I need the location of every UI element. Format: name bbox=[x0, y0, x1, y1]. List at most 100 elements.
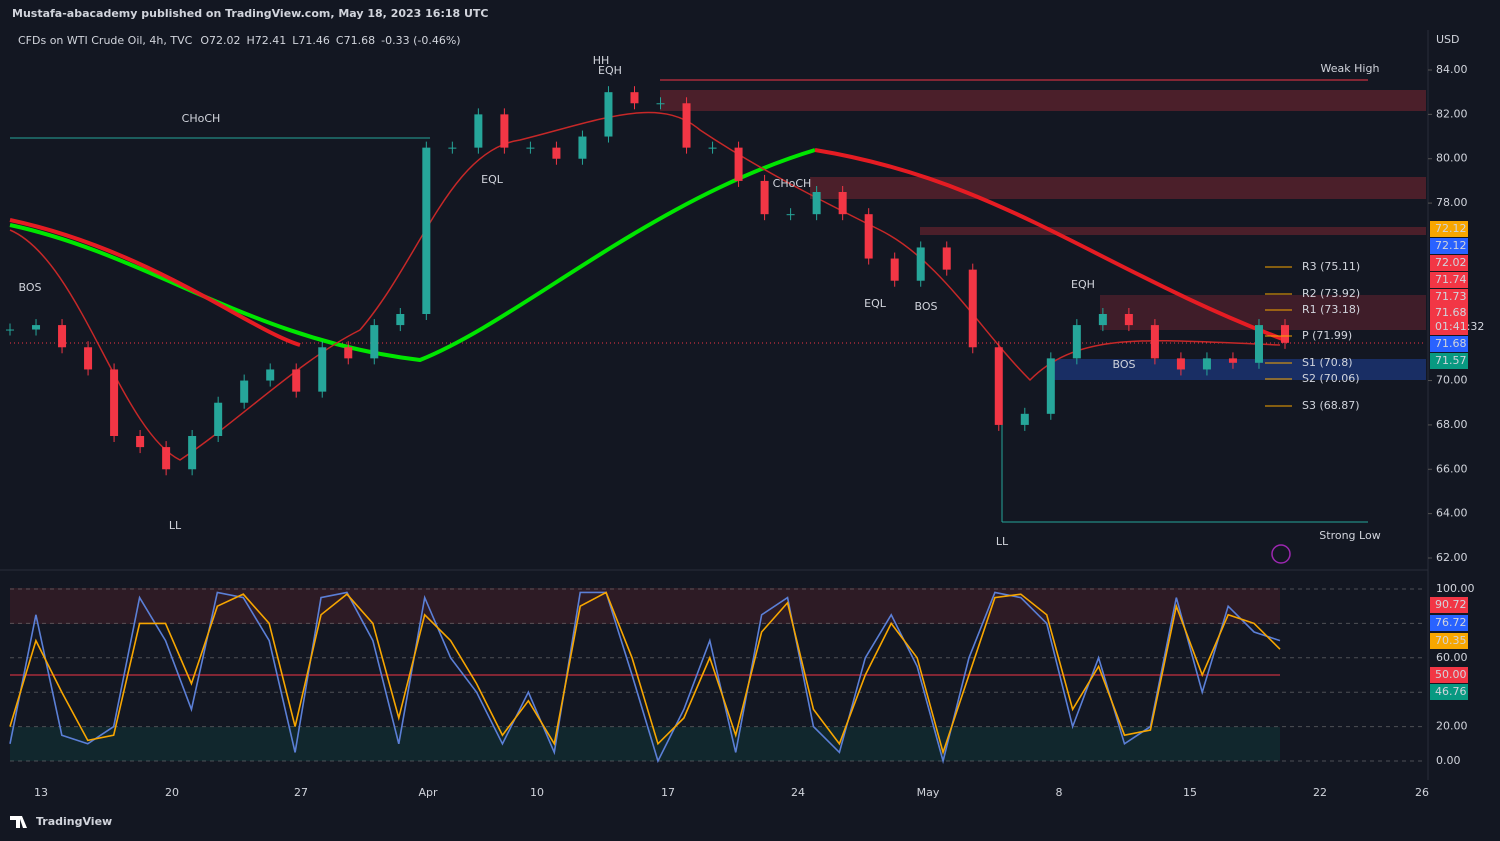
ohlc-label: L bbox=[292, 34, 299, 47]
change: -0.33 (-0.46%) bbox=[381, 34, 460, 47]
pivot-label: P (71.99) bbox=[1302, 329, 1352, 342]
price-badge-label: 72.12 bbox=[1435, 222, 1467, 235]
annotation: LL bbox=[169, 519, 182, 532]
price-badge bbox=[1430, 305, 1468, 321]
candle bbox=[162, 447, 171, 470]
x-tick-label: 8 bbox=[1056, 786, 1063, 799]
osc-badge-label: 76.72 bbox=[1435, 616, 1467, 629]
candle bbox=[708, 147, 717, 149]
candle bbox=[1098, 314, 1107, 326]
x-tick-label: 15 bbox=[1183, 786, 1197, 799]
ma-200 bbox=[9, 148, 1286, 347]
pivot-label: R3 (75.11) bbox=[1302, 260, 1360, 273]
candle bbox=[266, 369, 275, 381]
annotation: BOS bbox=[915, 300, 938, 313]
candle bbox=[110, 369, 119, 436]
overbought-zone bbox=[10, 588, 1280, 624]
annotation: EQL bbox=[481, 173, 504, 186]
y-tick-label: 70.00 bbox=[1436, 374, 1468, 387]
price-badge bbox=[1430, 319, 1468, 335]
y-tick-label: 68.00 bbox=[1436, 418, 1468, 431]
x-tick-label: 20 bbox=[165, 786, 179, 799]
supply-zone bbox=[920, 227, 1426, 235]
price-badge bbox=[1430, 336, 1468, 352]
x-tick-label: May bbox=[917, 786, 940, 799]
y-tick-label: 60.00 bbox=[1436, 651, 1468, 664]
candle bbox=[396, 314, 405, 326]
price-badge bbox=[1430, 238, 1468, 254]
annotation: Weak High bbox=[1321, 62, 1380, 75]
y-tick-label: 84.00 bbox=[1436, 63, 1468, 76]
x-tick-label: 26 bbox=[1415, 786, 1429, 799]
annotation: LL bbox=[996, 535, 1009, 548]
x-tick-label: 27 bbox=[294, 786, 308, 799]
pivot-label: R1 (73.18) bbox=[1302, 303, 1360, 316]
candle bbox=[500, 114, 509, 148]
price-badge bbox=[1430, 289, 1468, 305]
candle bbox=[916, 247, 925, 281]
pivot-label: S3 (68.87) bbox=[1302, 399, 1360, 412]
x-tick-label: 10 bbox=[530, 786, 544, 799]
candle bbox=[1072, 325, 1081, 359]
price-badge-label: 71.68 bbox=[1435, 306, 1467, 319]
candle bbox=[6, 329, 14, 331]
annotation: BOS bbox=[1113, 358, 1136, 371]
annotation: CHoCH bbox=[773, 177, 812, 190]
y-tick-label: 100.00 bbox=[1436, 582, 1475, 595]
candle bbox=[994, 347, 1003, 425]
y-tick-label: 82.00 bbox=[1436, 107, 1468, 120]
annotation: EQL bbox=[864, 297, 887, 310]
x-tick-label: 17 bbox=[661, 786, 675, 799]
footer-logo[interactable]: TradingView bbox=[36, 815, 112, 828]
annotation: BOS bbox=[19, 281, 42, 294]
candle bbox=[760, 180, 769, 215]
candle bbox=[1020, 413, 1029, 425]
candle bbox=[864, 214, 873, 259]
price-badge bbox=[1430, 221, 1468, 237]
supply-zone bbox=[660, 90, 1426, 111]
candle bbox=[968, 269, 977, 348]
pivot-label: S1 (70.8) bbox=[1302, 356, 1353, 369]
ohlc-value: 71.68 bbox=[344, 34, 376, 47]
candle bbox=[604, 92, 613, 137]
candle bbox=[370, 325, 379, 359]
candle bbox=[526, 147, 535, 149]
candle bbox=[1176, 358, 1185, 370]
symbol-name: CFDs on WTI Crude Oil, 4h, TVC bbox=[18, 34, 193, 47]
annotation: CHoCH bbox=[182, 112, 221, 125]
ohlc-value: 72.41 bbox=[255, 34, 287, 47]
annotation: HH bbox=[593, 54, 610, 67]
candle bbox=[552, 147, 561, 159]
annotation: EQH bbox=[598, 64, 622, 77]
header: Mustafa-abacademy published on TradingVi… bbox=[12, 7, 489, 20]
candle bbox=[422, 147, 431, 314]
y-tick-label: 62.00 bbox=[1436, 551, 1468, 564]
ohlc-label: C bbox=[336, 34, 344, 47]
alert-icon[interactable] bbox=[1271, 544, 1291, 564]
candle bbox=[448, 147, 457, 149]
candle bbox=[1150, 325, 1159, 359]
candle bbox=[1202, 358, 1211, 370]
osc-badge bbox=[1430, 633, 1468, 649]
price-badge-label: 71.73 bbox=[1435, 290, 1467, 303]
candle bbox=[890, 258, 899, 281]
y-tick-label: 0.00 bbox=[1436, 754, 1461, 767]
y-tick-label: 66.00 bbox=[1436, 462, 1468, 475]
logo-icon bbox=[10, 816, 27, 828]
candle bbox=[630, 92, 639, 104]
candle bbox=[838, 192, 847, 215]
candle bbox=[1254, 325, 1263, 363]
demand-zone bbox=[1050, 359, 1426, 380]
candle bbox=[240, 380, 249, 403]
pivot-label: R2 (73.92) bbox=[1302, 287, 1360, 300]
candle bbox=[1281, 325, 1289, 343]
price-badge-label: 71.74 bbox=[1435, 273, 1467, 286]
price-badge bbox=[1430, 272, 1468, 288]
candle bbox=[292, 369, 301, 392]
osc-badge-label: 50.00 bbox=[1435, 668, 1467, 681]
oscillator-line bbox=[9, 591, 1281, 756]
candle bbox=[1228, 358, 1237, 363]
osc-badge bbox=[1430, 684, 1468, 700]
